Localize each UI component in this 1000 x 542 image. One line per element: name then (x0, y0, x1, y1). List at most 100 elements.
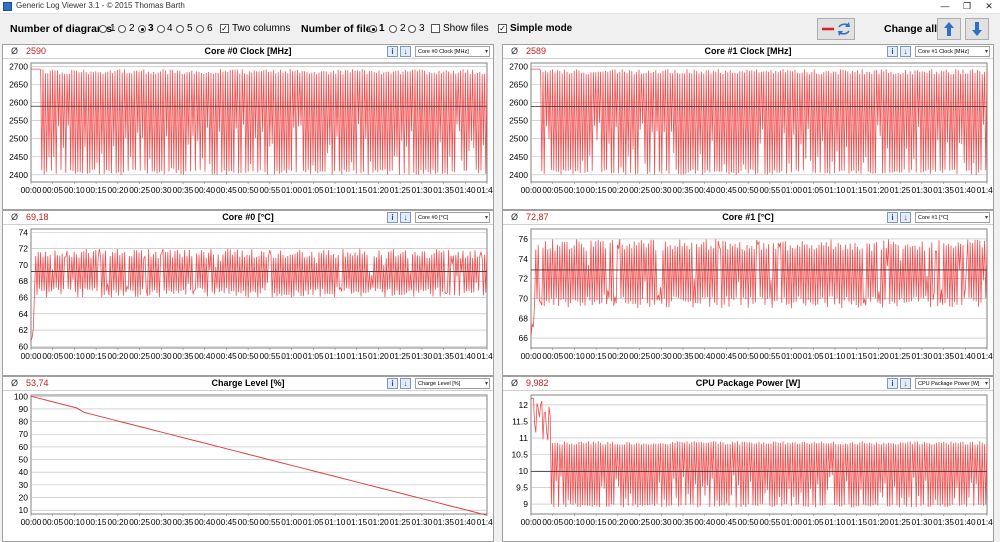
x-tick-label: 01:10 (825, 351, 846, 361)
diagram-radio-1[interactable] (99, 25, 107, 33)
chevron-down-icon: ▾ (484, 215, 488, 221)
average-value: 53,74 (26, 378, 49, 388)
y-tick-label: 68 (19, 276, 29, 286)
x-tick-label: 01:00 (781, 517, 802, 527)
x-tick-label: 00:35 (673, 351, 694, 361)
chart-panel-2: Ø 2589 Core #1 Clock [MHz] i ↓ Core #1 C… (502, 44, 994, 210)
move-down-button[interactable]: ↓ (400, 212, 411, 223)
change-all-up-button[interactable] (937, 18, 961, 40)
x-tick-label: 01:45 (977, 351, 993, 361)
y-tick-label: 10.5 (511, 450, 528, 460)
y-tick-label: 70 (519, 293, 529, 303)
y-tick-label: 10 (19, 505, 29, 515)
average-value: 72,87 (526, 212, 549, 222)
series-selector[interactable]: Core #0 [°C] ▾ (415, 212, 490, 223)
diagram-radio-2[interactable] (118, 25, 126, 33)
arrow-down-icon: ↓ (903, 47, 908, 56)
info-button[interactable]: i (887, 378, 898, 389)
chart-panel-6: Ø 9,982 CPU Package Power [W] i ↓ CPU Pa… (502, 376, 994, 542)
x-tick-label: 01:10 (325, 517, 346, 527)
x-tick-label: 01:35 (433, 517, 454, 527)
num-diagrams-label: Number of diagrams (10, 23, 113, 35)
x-tick-label: 00:40 (694, 185, 715, 195)
move-down-button[interactable]: ↓ (400, 378, 411, 389)
panel-header: Ø 69,18 Core #0 [°C] i ↓ Core #0 [°C] ▾ (3, 211, 493, 225)
simple-mode-checkbox[interactable]: ✓ (498, 24, 507, 33)
y-tick-label: 11.5 (512, 416, 528, 426)
x-tick-label: 01:45 (477, 517, 493, 527)
series-selector[interactable]: Core #1 [°C] ▾ (915, 212, 990, 223)
window-title: Generic Log Viewer 3.1 - © 2015 Thomas B… (16, 1, 185, 10)
series-selector[interactable]: Charge Level [%] ▾ (415, 378, 490, 389)
x-tick-label: 00:35 (173, 517, 194, 527)
x-tick-label: 00:00 (521, 185, 542, 195)
info-button[interactable]: i (887, 212, 898, 223)
chevron-down-icon: ▾ (984, 49, 988, 55)
change-all-down-button[interactable] (965, 18, 989, 40)
x-tick-label: 00:30 (651, 517, 672, 527)
move-down-button[interactable]: ↓ (900, 46, 911, 57)
change-all-label: Change all (884, 23, 938, 35)
move-down-button[interactable]: ↓ (900, 212, 911, 223)
move-down-button[interactable]: ↓ (400, 46, 411, 57)
y-tick-label: 90 (19, 404, 29, 414)
info-button[interactable]: i (387, 212, 398, 223)
y-tick-label: 2600 (509, 98, 528, 108)
diagram-radio-5[interactable] (176, 25, 184, 33)
line-refresh-button[interactable] (817, 18, 855, 40)
maximize-button[interactable]: ❐ (962, 1, 972, 11)
info-button[interactable]: i (387, 378, 398, 389)
average-value: 69,18 (26, 212, 49, 222)
average-value: 9,982 (526, 378, 549, 388)
series-selector[interactable]: Core #1 Clock [MHz] ▾ (915, 46, 990, 57)
info-button[interactable]: i (387, 46, 398, 57)
diagram-radio-3[interactable] (138, 25, 146, 33)
y-tick-label: 10 (519, 466, 529, 476)
x-tick-label: 01:15 (346, 517, 367, 527)
y-tick-label: 2700 (9, 62, 28, 72)
x-tick-label: 01:45 (977, 185, 993, 195)
file-radio-1[interactable] (369, 25, 377, 33)
x-tick-label: 01:15 (846, 517, 867, 527)
x-tick-label: 00:10 (564, 185, 585, 195)
x-tick-label: 00:55 (759, 185, 780, 195)
x-tick-label: 01:35 (933, 185, 954, 195)
diagram-radio-6[interactable] (196, 25, 204, 33)
series-selector-value: Core #1 Clock [MHz] (918, 49, 969, 55)
x-tick-label: 00:00 (21, 351, 42, 361)
x-tick-label: 01:30 (911, 351, 932, 361)
y-tick-label: 20 (19, 493, 29, 503)
chevron-down-icon: ▾ (484, 381, 488, 387)
file-radio-2[interactable] (389, 25, 397, 33)
x-tick-label: 01:10 (325, 185, 346, 195)
info-button[interactable]: i (887, 46, 898, 57)
close-button[interactable]: ✕ (985, 1, 993, 11)
x-tick-label: 00:45 (216, 185, 237, 195)
x-tick-label: 01:15 (346, 351, 367, 361)
y-tick-label: 72 (519, 274, 529, 284)
series-selector[interactable]: Core #0 Clock [MHz] ▾ (415, 46, 490, 57)
move-down-button[interactable]: ↓ (900, 378, 911, 389)
diagram-option-1: 1 (110, 23, 116, 34)
file-radio-3[interactable] (408, 25, 416, 33)
two-columns-checkbox[interactable]: ✓ (220, 24, 229, 33)
y-tick-label: 40 (19, 467, 29, 477)
chart-plot[interactable]: 10 20 30 40 50 60 70 80 90 100 00:00 00:05 00:10 00:1… (3, 392, 493, 542)
show-files-checkbox[interactable] (431, 24, 440, 33)
chart-panel-1: Ø 2590 Core #0 Clock [MHz] i ↓ Core #0 C… (2, 44, 494, 210)
x-tick-label: 00:50 (238, 185, 259, 195)
minimize-button[interactable]: — (940, 1, 950, 11)
y-tick-label: 60 (19, 341, 29, 351)
x-tick-label: 01:25 (890, 351, 911, 361)
refresh-icon (838, 22, 850, 36)
x-tick-label: 00:30 (151, 517, 172, 527)
series-selector[interactable]: CPU Package Power [W] ▾ (915, 378, 990, 389)
y-tick-label: 9 (523, 499, 528, 509)
diagram-radio-4[interactable] (157, 25, 165, 33)
y-tick-label: 2650 (9, 80, 28, 90)
